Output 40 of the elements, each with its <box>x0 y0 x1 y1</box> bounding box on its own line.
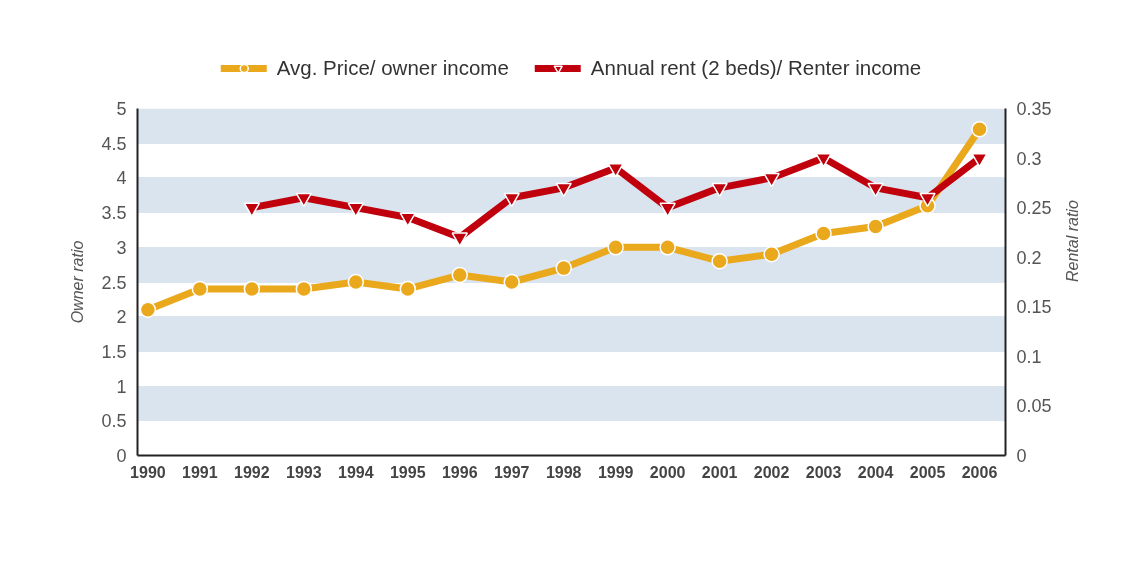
y2-tick-label: 0.05 <box>1016 396 1052 417</box>
y-tick-label: 2.5 <box>101 272 127 293</box>
x-tick-label: 2005 <box>909 463 946 481</box>
x-tick-label: 2006 <box>961 463 998 481</box>
x-tick-label: 1990 <box>130 463 166 481</box>
y2-tick-label: 0.3 <box>1016 148 1042 169</box>
y-tick-label: 1 <box>116 376 127 397</box>
legend-label: Avg. Price/ owner income <box>276 56 509 80</box>
y-tick-label: 3.5 <box>101 203 127 224</box>
x-tick-label: 1996 <box>441 463 478 481</box>
y2-tick-label: 0.1 <box>1016 346 1042 367</box>
y-tick-label: 0 <box>116 446 127 466</box>
y2-tick-label: 0.2 <box>1016 247 1042 268</box>
y-tick-label: 4.5 <box>101 133 127 154</box>
x-tick-label: 2002 <box>753 463 790 481</box>
y-tick-label: 3 <box>116 237 127 258</box>
x-tick-label: 1992 <box>234 463 270 481</box>
x-tick-label: 1998 <box>545 463 582 481</box>
x-tick-label: 1991 <box>182 463 218 481</box>
x-tick-label: 2000 <box>649 463 686 481</box>
x-tick-label: 2001 <box>701 463 738 481</box>
x-tick-label: 1997 <box>493 463 530 481</box>
y2-tick-label: 0.35 <box>1016 99 1052 119</box>
y-tick-label: 0.5 <box>101 411 127 432</box>
x-tick-label: 1999 <box>597 463 634 481</box>
x-tick-label: 1995 <box>389 463 426 481</box>
x-tick-label: 1993 <box>286 463 322 481</box>
x-tick-label: 1994 <box>338 463 374 481</box>
y-tick-label: 4 <box>116 168 127 189</box>
legend-label: Annual rent (2 beds)/ Renter income <box>590 56 922 80</box>
y2-tick-label: 0.15 <box>1016 297 1052 318</box>
y2-tick-label: 0 <box>1016 446 1027 466</box>
y-tick-label: 2 <box>116 307 127 328</box>
x-tick-label: 2004 <box>857 463 894 481</box>
y-tick-label: 1.5 <box>101 341 127 362</box>
y2-axis-title: Rental ratio <box>1064 200 1082 282</box>
y-axis-title: Owner ratio <box>69 240 87 324</box>
x-tick-label: 2003 <box>805 463 842 481</box>
y-tick-label: 5 <box>116 99 127 119</box>
y2-tick-label: 0.25 <box>1016 198 1052 219</box>
